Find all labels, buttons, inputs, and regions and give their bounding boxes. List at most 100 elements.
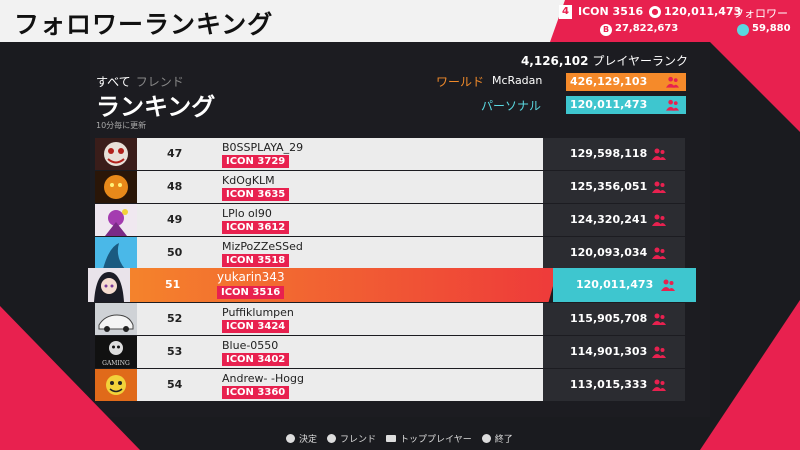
ranking-tabs: すべて フレンド [96, 73, 184, 90]
rank-number: 50 [167, 246, 183, 259]
player-name: MizPoZZeSSed [222, 240, 303, 253]
row-followers-bg [543, 336, 685, 368]
player-icon-level: ICON 3424 [222, 320, 290, 333]
player-icon-level: ICON 3402 [222, 353, 290, 366]
hint-top-player-label: トッププレイヤー [400, 435, 472, 445]
avatar [88, 268, 130, 302]
rank-number: 48 [167, 180, 183, 193]
circle-button-icon [327, 434, 337, 443]
row-background [95, 171, 553, 203]
touchpad-button-icon [386, 435, 397, 442]
world-name: McRadan [492, 74, 543, 87]
people-icon [652, 346, 666, 358]
player-rank-value: 4,126,102 [520, 54, 589, 68]
icon-level: ICON 3516 [578, 5, 644, 18]
avatar [95, 138, 137, 170]
avatar [95, 204, 137, 236]
row-background [95, 303, 553, 335]
player-followers: 124,320,241 [570, 213, 648, 226]
player-rank: 4,126,102 プレイヤーランク [521, 52, 688, 69]
hint-friend[interactable]: フレンド [327, 432, 376, 445]
decoration-right-top [710, 42, 800, 132]
button-hints: 決定 フレンド トッププレイヤー 終了 [286, 432, 513, 445]
row-background [95, 237, 553, 269]
player-name: LPlo ol90 [222, 207, 272, 220]
hint-confirm[interactable]: 決定 [286, 432, 317, 445]
people-icon [666, 76, 679, 88]
row-followers-bg [543, 204, 685, 236]
player-name: Blue-0550 [222, 339, 279, 352]
world-followers-box: 426,129,103 [566, 73, 686, 91]
player-icon-level: ICON 3635 [222, 188, 290, 201]
row-background [95, 138, 553, 170]
avatar [95, 303, 137, 335]
hint-confirm-label: 決定 [299, 435, 318, 445]
ranking-row[interactable]: 54 Andrew- -Hogg ICON 3360 113,015,333 [95, 369, 685, 401]
people-icon [652, 181, 666, 193]
people-icon [652, 313, 666, 325]
avatar [95, 369, 137, 401]
player-rank-label: プレイヤーランク [592, 54, 688, 68]
ranking-row[interactable]: 50 MizPoZZeSSed ICON 3518 120,093,034 [95, 237, 685, 269]
update-note: 10分毎に更新 [96, 121, 147, 130]
section-title: ランキング [96, 93, 216, 121]
decoration-right-bottom [700, 300, 800, 450]
player-name: B0SSPLAYA_29 [222, 141, 304, 154]
header-bar: フォロワーランキング 4 ICON 3516 ● 120,011,473 フォロ… [0, 0, 800, 42]
header-gems: 59,880 [752, 23, 791, 34]
rank-number: 49 [167, 213, 183, 226]
row-followers-bg [543, 237, 685, 269]
ranking-row-self[interactable]: 51 yukarin343 ICON 3516 120,011,473 [88, 268, 696, 302]
avatar [95, 171, 137, 203]
personal-followers-box: 120,011,473 [566, 96, 686, 114]
hint-exit[interactable]: 終了 [481, 432, 513, 445]
avatar-gaming-label: GAMING [102, 360, 130, 367]
people-icon [652, 379, 666, 391]
player-icon-level: ICON 3612 [222, 221, 290, 234]
avatar: GAMING [95, 336, 137, 368]
player-followers: 120,011,473 [576, 278, 654, 291]
row-background [95, 336, 553, 368]
page-title: フォロワーランキング [14, 10, 274, 39]
rank-badge: 4 [559, 5, 572, 19]
player-icon-level: ICON 3360 [222, 386, 290, 399]
hint-exit-label: 終了 [494, 435, 513, 445]
cross-button-icon [481, 434, 491, 443]
player-followers: 125,356,051 [570, 180, 648, 193]
player-name: KdOgKLM [222, 174, 275, 187]
hint-top-player[interactable]: トッププレイヤー [386, 432, 472, 445]
row-followers-bg [543, 369, 685, 401]
player-followers: 115,905,708 [570, 312, 648, 325]
tab-all[interactable]: すべて [96, 75, 131, 89]
personal-followers-value: 120,011,473 [570, 98, 648, 111]
row-followers-bg [543, 171, 685, 203]
row-followers-bg [543, 138, 685, 170]
player-followers: 113,015,333 [570, 378, 648, 391]
rank-number: 51 [165, 278, 181, 291]
header-followers-label: フォロワー [733, 7, 788, 20]
world-label: ワールド [436, 75, 485, 89]
circle-button-icon [286, 434, 295, 443]
world-followers-value: 426,129,103 [570, 75, 648, 88]
people-icon [652, 247, 666, 259]
ranking-row[interactable]: 49 LPlo ol90 ICON 3612 124,320,241 [95, 204, 685, 236]
hint-friend-label: フレンド [340, 435, 377, 445]
player-icon-level: ICON 3729 [222, 155, 290, 168]
tab-friend[interactable]: フレンド [135, 75, 184, 89]
player-followers: 129,598,118 [570, 147, 648, 160]
header-points: 27,822,673 [615, 23, 679, 34]
ranking-row[interactable]: 47 B0SSPLAYA_29 ICON 3729 129,598,118 [95, 138, 685, 170]
gem-icon [737, 24, 749, 36]
player-name: yukarin343 [217, 270, 285, 284]
player-icon-level: ICON 3518 [222, 254, 290, 267]
row-background [95, 204, 553, 236]
rank-number: 54 [167, 378, 183, 391]
row-background-highlight [88, 268, 558, 302]
row-followers-bg-highlight [553, 268, 696, 302]
player-name: Andrew- -Hogg [222, 372, 304, 385]
ranking-row[interactable]: 48 KdOgKLM ICON 3635 125,356,051 [95, 171, 685, 203]
people-icon [661, 279, 675, 291]
ranking-row[interactable]: GAMING 53 Blue-0550 ICON 3402 114,901,30… [95, 336, 685, 368]
ranking-row[interactable]: 52 Puffiklumpen ICON 3424 115,905,708 [95, 303, 685, 335]
people-icon [666, 99, 679, 111]
